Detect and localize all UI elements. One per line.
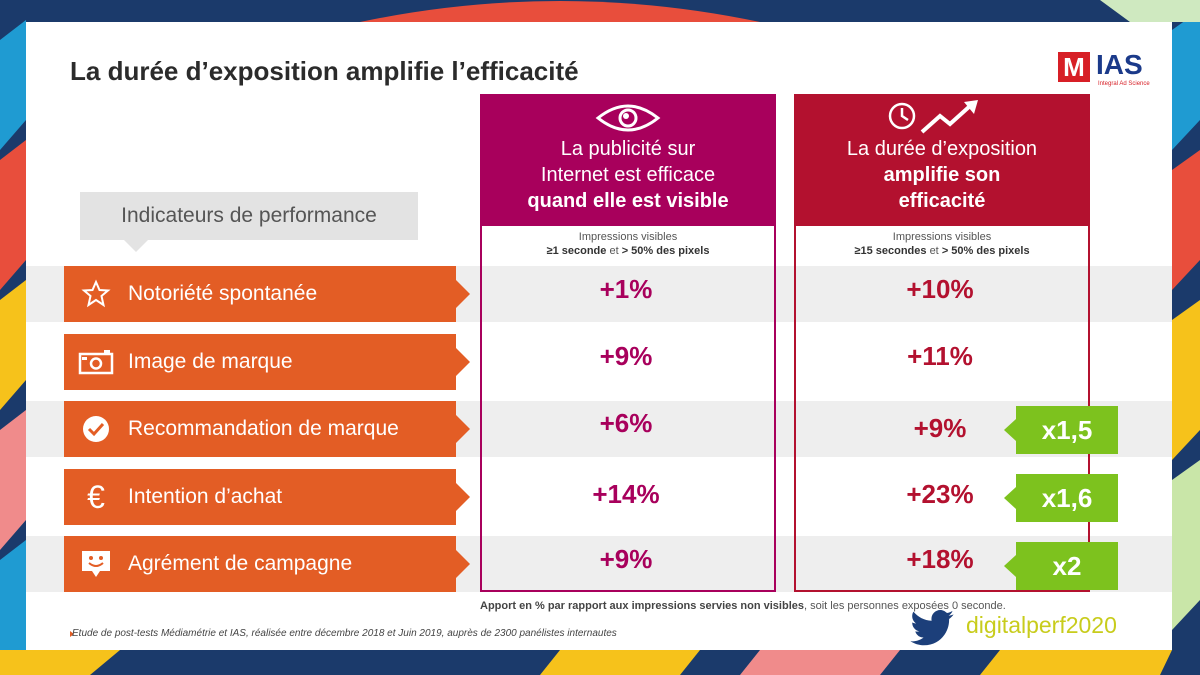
column-visible-criteria-line1: Impressions visibles	[578, 231, 678, 243]
column-exposure-line1: La durée d’exposition	[846, 138, 1038, 160]
multiplier-badge-intention: x1,6	[1016, 474, 1118, 522]
column-exposure-criteria-duration: ≥15 secondes	[854, 245, 927, 257]
column-visible-title: La publicité sur Internet est efficace q…	[480, 136, 776, 214]
twitter-icon	[910, 610, 954, 646]
slide-title: La durée d’exposition amplifie l’efficac…	[70, 56, 579, 86]
column-visible-bold: quand elle est visible	[527, 190, 729, 212]
footnote-method: Apport en % par rapport aux impressions …	[480, 600, 1006, 612]
row-label-text: Recommandation de marque	[128, 417, 399, 440]
row-arrow	[456, 348, 470, 376]
row-arrow	[456, 415, 470, 443]
check-circle-icon	[64, 401, 128, 457]
value-exposure-image: +11%	[907, 341, 973, 371]
column-visible-line1: La publicité sur	[560, 138, 696, 160]
row-arrow	[456, 280, 470, 308]
multiplier-badge-agrement: x2	[1016, 542, 1118, 590]
column-visible-criteria-and: et	[609, 245, 619, 257]
eye-icon	[595, 104, 661, 132]
column-visible: La publicité sur Internet est efficace q…	[480, 94, 776, 594]
multiplier-badge-recommandation: x1,5	[1016, 406, 1118, 454]
star-icon	[64, 266, 128, 322]
column-exposure-header: La durée d’exposition amplifie son effic…	[794, 94, 1090, 226]
clock-trend-icon	[888, 100, 978, 134]
column-exposure-bold2: efficacité	[898, 190, 986, 212]
source-note: Etude de post-tests Médiamétrie et IAS, …	[72, 628, 617, 639]
column-visible-header: La publicité sur Internet est efficace q…	[480, 94, 776, 226]
row-label-image: Image de marque	[64, 334, 456, 390]
hashtag: digitalperf2020	[966, 612, 1117, 638]
smiley-bubble-icon	[64, 536, 128, 592]
column-exposure-criteria-and: et	[929, 245, 939, 257]
column-exposure-criteria-pixels: > 50% des pixels	[941, 245, 1030, 257]
row-label-text: Agrément de campagne	[128, 552, 353, 575]
multiplier-arrow	[1004, 487, 1016, 509]
column-visible-criteria-duration: ≥1 seconde	[546, 245, 607, 257]
multiplier-arrow	[1004, 555, 1016, 577]
value-exposure-agrement: +18%	[906, 544, 974, 574]
multiplier-arrow	[1004, 419, 1016, 441]
value-visible-notoriete: +1%	[599, 274, 653, 304]
row-label-recommandation: Recommandation de marque	[64, 401, 456, 457]
logo-brand: IAS	[1096, 49, 1143, 80]
row-arrow	[456, 483, 470, 511]
ias-logo: M IAS Integral Ad Science	[1058, 50, 1154, 90]
footnote-method-bold: Apport en % par rapport aux impressions …	[480, 600, 804, 612]
value-visible-recommandation: +6%	[599, 408, 653, 438]
row-arrow	[456, 550, 470, 578]
footnote-method-rest: , soit les personnes exposées 0 seconde.	[803, 600, 1006, 612]
indicators-pointer	[124, 240, 148, 252]
column-visible-line2: Internet est efficace	[540, 164, 716, 186]
column-visible-frame	[480, 226, 776, 592]
column-visible-criteria: Impressions visibles ≥1 seconde et > 50%…	[480, 230, 776, 258]
value-visible-agrement: +9%	[599, 544, 653, 574]
logo-tagline: Integral Ad Science	[1098, 81, 1150, 87]
column-exposure: La durée d’exposition amplifie son effic…	[794, 94, 1090, 594]
row-label-notoriete: Notoriété spontanée	[64, 266, 456, 322]
value-exposure-intention: +23%	[906, 479, 974, 509]
column-visible-criteria-pixels: > 50% des pixels	[621, 245, 710, 257]
logo-mark: M	[1058, 52, 1090, 82]
row-label-agrement: Agrément de campagne	[64, 536, 456, 592]
column-exposure-criteria-line1: Impressions visibles	[892, 231, 992, 243]
source-bullet	[70, 631, 74, 637]
indicators-label: Indicateurs de performance	[80, 192, 418, 240]
column-exposure-title: La durée d’exposition amplifie son effic…	[794, 136, 1090, 214]
camera-icon	[64, 334, 128, 390]
value-visible-intention: +14%	[592, 479, 660, 509]
value-exposure-recommandation: +9%	[913, 413, 967, 443]
row-label-text: Notoriété spontanée	[128, 282, 318, 305]
row-label-text: Image de marque	[128, 350, 293, 373]
value-visible-image: +9%	[599, 341, 653, 371]
value-exposure-notoriete: +10%	[906, 274, 974, 304]
column-exposure-bold1: amplifie son	[883, 164, 1001, 186]
row-label-text: Intention d’achat	[128, 485, 283, 508]
column-exposure-criteria: Impressions visibles ≥15 secondes et > 5…	[794, 230, 1090, 258]
euro-icon: €	[87, 478, 105, 515]
row-label-intention: € Intention d’achat	[64, 469, 456, 525]
